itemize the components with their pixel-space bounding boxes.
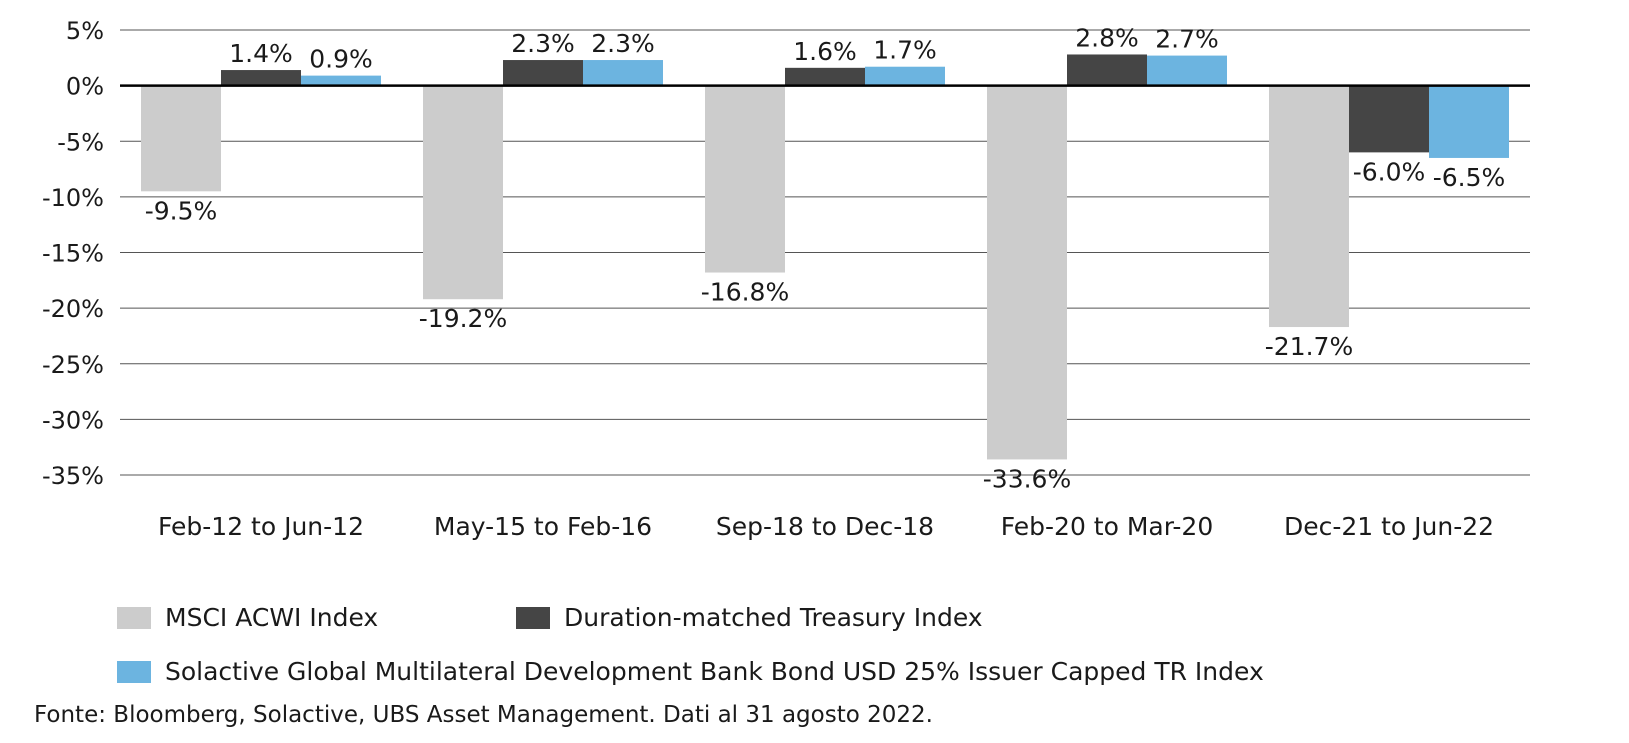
- data-label: -33.6%: [983, 464, 1071, 493]
- bar: [1349, 85, 1429, 153]
- bars: [141, 54, 1509, 460]
- bar: [987, 85, 1067, 460]
- bar: [705, 85, 785, 273]
- bar: [1147, 55, 1227, 86]
- legend-item-msci: MSCI ACWI Index: [117, 603, 378, 632]
- y-tick-label: -15%: [42, 240, 104, 268]
- bar: [1429, 85, 1509, 158]
- data-label: -21.7%: [1265, 332, 1353, 361]
- y-tick-label: -10%: [42, 184, 104, 212]
- data-label: 1.6%: [793, 37, 857, 66]
- x-tick-label: May-15 to Feb-16: [434, 512, 652, 541]
- legend-item-solactive: Solactive Global Multilateral Developmen…: [117, 657, 1264, 686]
- data-label: -6.5%: [1433, 163, 1506, 192]
- bar: [1067, 54, 1147, 86]
- data-label: -19.2%: [419, 304, 507, 333]
- data-label: 2.7%: [1155, 25, 1219, 54]
- y-tick-label: -25%: [42, 351, 104, 379]
- data-labels: -9.5% 1.4% 0.9% -19.2% 2.3% 2.3% -16.8% 1.6% 1.7…: [145, 23, 1506, 493]
- legend-swatch: [117, 606, 151, 629]
- data-label: 2.8%: [1075, 23, 1139, 52]
- data-label: 2.3%: [511, 29, 575, 58]
- bar: [221, 70, 301, 86]
- data-label: 2.3%: [591, 29, 655, 58]
- y-axis-labels: 5% 0% -5% -10% -15% -20% -25% -30% -35%: [42, 17, 104, 490]
- x-tick-label: Feb-12 to Jun-12: [158, 512, 364, 541]
- x-tick-label: Feb-20 to Mar-20: [1001, 512, 1214, 541]
- y-tick-label: 0%: [66, 73, 104, 101]
- legend-swatch: [117, 660, 151, 683]
- bar: [423, 85, 503, 300]
- y-tick-label: -30%: [42, 406, 104, 434]
- data-label: 0.9%: [309, 45, 373, 74]
- data-label: -6.0%: [1353, 157, 1426, 186]
- legend-label: Duration-matched Treasury Index: [564, 603, 983, 632]
- data-label: -9.5%: [145, 196, 218, 225]
- data-label: -16.8%: [701, 278, 789, 307]
- data-label: 1.7%: [873, 36, 937, 65]
- source-note: Fonte: Bloomberg, Solactive, UBS Asset M…: [34, 702, 933, 728]
- y-tick-label: -5%: [57, 128, 104, 156]
- legend-swatch: [516, 606, 550, 629]
- y-tick-label: -20%: [42, 295, 104, 323]
- x-tick-label: Dec-21 to Jun-22: [1284, 512, 1494, 541]
- bar: [301, 75, 381, 86]
- x-axis-labels: Feb-12 to Jun-12 May-15 to Feb-16 Sep-18 t…: [158, 512, 1494, 541]
- legend-label: Solactive Global Multilateral Developmen…: [165, 657, 1264, 686]
- bar-chart: 5% 0% -5% -10% -15% -20% -25% -30% -35% -9.5% 1.4…: [42, 17, 1530, 541]
- bar: [141, 85, 221, 192]
- y-tick-label: 5%: [66, 17, 104, 45]
- legend-label: MSCI ACWI Index: [165, 603, 379, 632]
- data-label: 1.4%: [229, 39, 293, 68]
- x-tick-label: Sep-18 to Dec-18: [716, 512, 934, 541]
- bar: [865, 66, 945, 86]
- legend-item-treasury: Duration-matched Treasury Index: [516, 603, 983, 632]
- bar: [503, 60, 583, 86]
- bar: [785, 67, 865, 86]
- bar: [1269, 85, 1349, 328]
- y-tick-label: -35%: [42, 462, 104, 490]
- bar: [583, 60, 663, 86]
- gridlines: [120, 29, 1530, 476]
